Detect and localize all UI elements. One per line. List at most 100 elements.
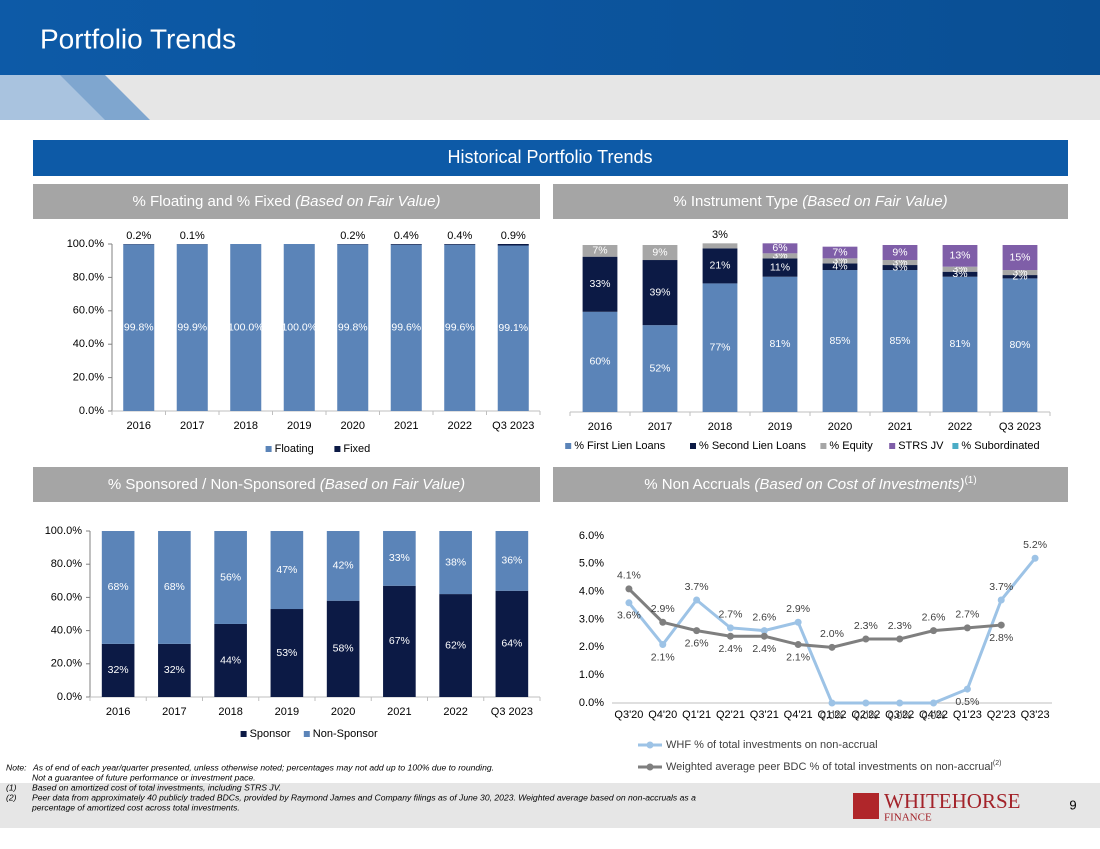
bar-segment bbox=[882, 270, 918, 412]
legend-swatch bbox=[334, 446, 341, 452]
x-tick-label: 2020 bbox=[331, 706, 355, 718]
data-label: 32% bbox=[108, 664, 129, 676]
bar-segment bbox=[702, 248, 738, 284]
x-tick-label: Q4'22 bbox=[919, 709, 948, 721]
bar-segment bbox=[439, 531, 472, 595]
panel-header bbox=[553, 184, 1068, 219]
line-marker bbox=[693, 627, 701, 635]
data-label: 68% bbox=[164, 581, 185, 593]
legend-swatch bbox=[565, 443, 572, 449]
line-marker bbox=[693, 596, 701, 604]
line-marker bbox=[997, 621, 1005, 629]
panel-header bbox=[553, 467, 1068, 502]
x-tick-label: Q3'21 bbox=[750, 709, 779, 721]
data-label: 3.7% bbox=[989, 581, 1013, 593]
footnote-text: Not a guarantee of future performance or… bbox=[32, 772, 256, 782]
x-tick-label: Q3 2023 bbox=[491, 706, 533, 718]
data-label: 2.3% bbox=[854, 620, 878, 632]
legend-swatch bbox=[952, 443, 959, 449]
bar-segment bbox=[495, 590, 529, 697]
data-label: 62% bbox=[445, 639, 466, 651]
data-label: 15% bbox=[1009, 251, 1030, 263]
y-tick-label: 60.0% bbox=[73, 305, 104, 317]
logo-icon bbox=[853, 793, 879, 819]
bar-segment bbox=[642, 325, 678, 412]
data-label: 85% bbox=[829, 335, 850, 347]
bar-segment bbox=[497, 244, 529, 246]
bar-segment bbox=[582, 256, 618, 312]
data-label: 56% bbox=[220, 571, 241, 583]
data-label: 36% bbox=[501, 555, 522, 567]
x-tick-label: Q3 2023 bbox=[492, 420, 534, 432]
y-tick-label: 60.0% bbox=[51, 591, 82, 603]
legend-label: Weighted average peer BDC % of total inv… bbox=[666, 760, 1001, 773]
bar-segment bbox=[326, 531, 360, 601]
line-marker bbox=[963, 685, 971, 693]
y-tick-label: 0.0% bbox=[79, 405, 104, 417]
data-label: 5.2% bbox=[1023, 539, 1047, 551]
bar-segment bbox=[942, 266, 978, 272]
data-label: 2.9% bbox=[786, 603, 810, 615]
legend-label: % Second Lien Loans bbox=[699, 440, 807, 452]
line-marker bbox=[862, 699, 870, 707]
data-label: 3.7% bbox=[685, 581, 709, 593]
legend-swatch bbox=[240, 731, 247, 737]
data-label: 39% bbox=[649, 286, 670, 298]
data-label: 7% bbox=[832, 246, 847, 258]
y-tick-label: 4.0% bbox=[579, 586, 604, 598]
data-label: 0.4% bbox=[394, 230, 419, 242]
line-marker bbox=[726, 624, 734, 632]
line-marker bbox=[726, 632, 734, 640]
line-marker bbox=[828, 643, 836, 651]
legend-swatch bbox=[820, 443, 827, 449]
bar-segment bbox=[1002, 275, 1038, 279]
data-label: 2.7% bbox=[718, 609, 742, 621]
bar-segment bbox=[882, 265, 918, 271]
bar-segment bbox=[822, 263, 858, 271]
data-label: 60% bbox=[589, 356, 610, 368]
data-label: 2.4% bbox=[752, 643, 776, 655]
bar-segment bbox=[444, 244, 476, 411]
x-tick-label: 2018 bbox=[234, 420, 258, 432]
data-label: 99.9% bbox=[177, 321, 207, 333]
panel-title: % Instrument Type (Based on Fair Value) bbox=[673, 193, 947, 210]
data-label: 3% bbox=[772, 250, 787, 262]
data-label: 68% bbox=[108, 581, 129, 593]
data-label: 2.6% bbox=[922, 611, 946, 623]
data-label: 2.6% bbox=[752, 611, 776, 623]
data-label: 42% bbox=[333, 560, 354, 572]
data-label: 100.0% bbox=[281, 321, 317, 333]
page-title: Portfolio Trends bbox=[40, 23, 236, 54]
bar-segment bbox=[383, 531, 416, 586]
data-label: 0.1% bbox=[180, 230, 205, 242]
y-tick-label: 0.0% bbox=[579, 697, 604, 709]
bar-segment bbox=[702, 243, 738, 249]
panel-title: % Floating and % Fixed (Based on Fair Va… bbox=[133, 193, 441, 210]
bar-segment bbox=[123, 244, 155, 411]
bar-segment bbox=[439, 594, 472, 697]
panel-header bbox=[33, 467, 540, 502]
bar-segment bbox=[822, 246, 858, 259]
x-tick-label: 2018 bbox=[218, 706, 242, 718]
data-label: 85% bbox=[889, 335, 910, 347]
bar-segment bbox=[337, 244, 369, 411]
line-marker bbox=[760, 627, 768, 635]
line-marker bbox=[963, 624, 971, 632]
legend-name: Weighted average peer BDC % of total inv… bbox=[666, 761, 993, 773]
data-label: 0.0% bbox=[820, 710, 844, 722]
line-marker bbox=[862, 635, 870, 643]
legend-swatch bbox=[690, 443, 696, 449]
line-marker bbox=[760, 632, 768, 640]
data-label: 99.1% bbox=[498, 322, 528, 334]
bar-segment bbox=[822, 270, 858, 412]
x-tick-label: 2018 bbox=[708, 421, 732, 433]
legend-label: % First Lien Loans bbox=[574, 440, 666, 452]
bar-segment bbox=[283, 244, 315, 411]
data-label: 6% bbox=[772, 242, 787, 254]
panel-title-main: % Instrument Type bbox=[673, 193, 798, 210]
bar-segment bbox=[101, 643, 135, 697]
data-label: 77% bbox=[709, 341, 730, 353]
x-tick-label: 2016 bbox=[127, 420, 151, 432]
footnote-text: Peer data from approximately 40 publicly… bbox=[32, 792, 696, 802]
data-label: 99.6% bbox=[391, 322, 421, 334]
